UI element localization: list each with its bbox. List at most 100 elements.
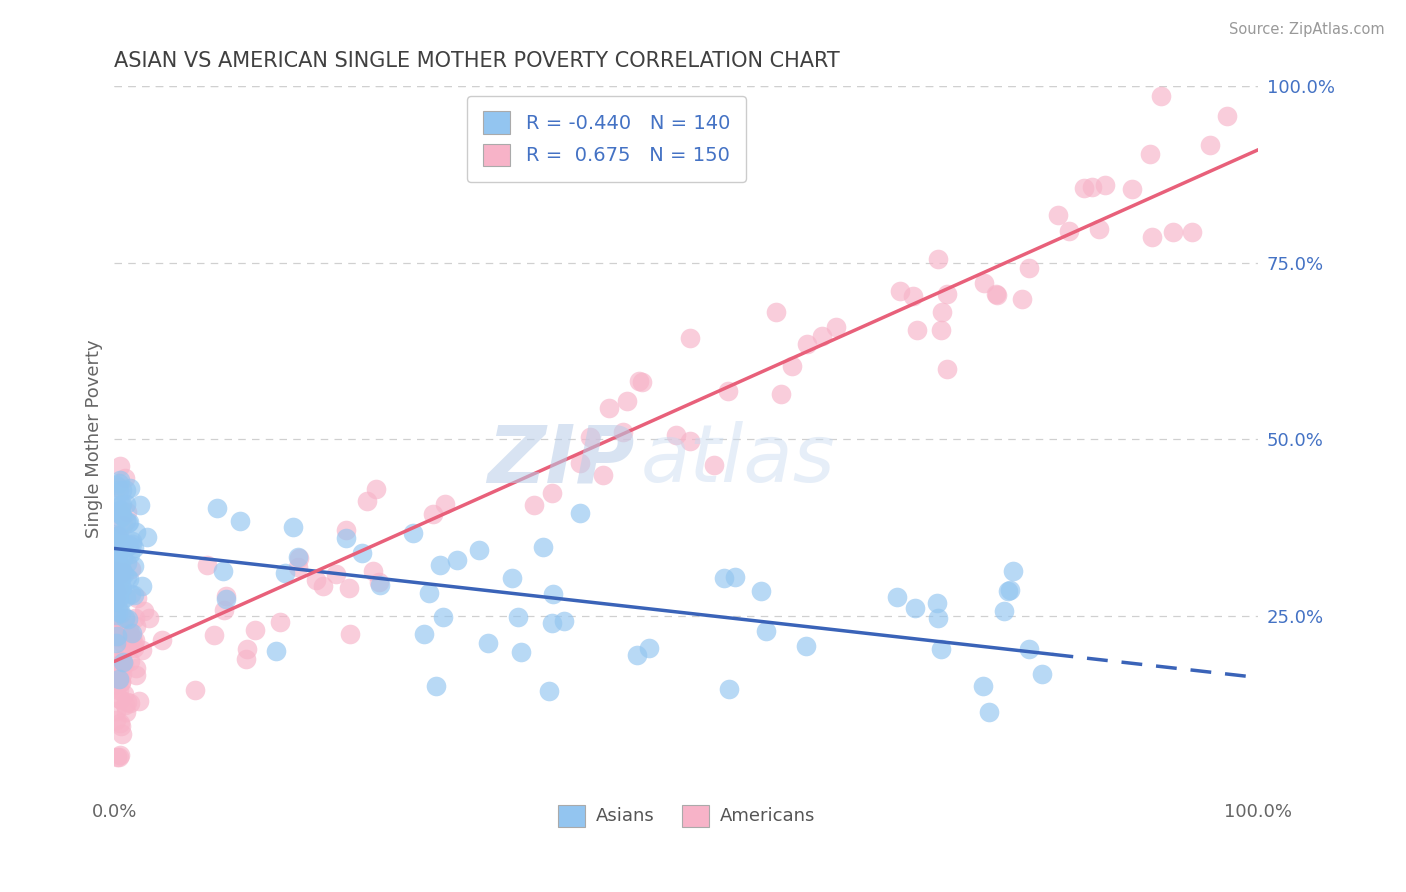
Point xyxy=(124,611,146,625)
Point xyxy=(105,587,128,601)
Point xyxy=(135,530,157,544)
Point xyxy=(131,579,153,593)
Point xyxy=(935,287,957,301)
Point xyxy=(115,570,138,584)
Text: ASIAN VS AMERICAN SINGLE MOTHER POVERTY CORRELATION CHART: ASIAN VS AMERICAN SINGLE MOTHER POVERTY … xyxy=(114,51,841,70)
Point xyxy=(104,638,127,652)
Point xyxy=(110,537,132,551)
Point xyxy=(138,610,160,624)
Point xyxy=(679,331,702,345)
Point xyxy=(125,661,148,675)
Point xyxy=(184,682,207,697)
Point xyxy=(111,497,134,511)
Point xyxy=(121,537,143,551)
Point xyxy=(304,573,326,587)
Point xyxy=(626,648,648,662)
Point xyxy=(104,567,127,582)
Point xyxy=(110,498,132,512)
Point xyxy=(665,428,688,442)
Point xyxy=(112,627,135,641)
Point xyxy=(105,563,128,577)
Point xyxy=(118,538,141,552)
Point xyxy=(107,481,129,495)
Point xyxy=(717,682,740,697)
Point xyxy=(1198,138,1220,153)
Point xyxy=(105,713,128,727)
Point xyxy=(111,509,134,524)
Point xyxy=(110,508,132,522)
Point xyxy=(115,590,138,604)
Point xyxy=(108,597,131,611)
Point xyxy=(1150,89,1173,103)
Point xyxy=(568,506,591,520)
Point xyxy=(108,691,131,706)
Point xyxy=(108,715,131,730)
Point xyxy=(117,539,139,553)
Point xyxy=(108,459,131,474)
Point xyxy=(1011,292,1033,306)
Point xyxy=(274,566,297,580)
Point xyxy=(125,668,148,682)
Point xyxy=(1094,178,1116,192)
Point xyxy=(616,394,638,409)
Point xyxy=(215,592,238,607)
Point xyxy=(105,541,128,555)
Point xyxy=(111,653,134,667)
Point xyxy=(107,653,129,667)
Point xyxy=(205,500,228,515)
Point xyxy=(110,560,132,574)
Point xyxy=(370,577,392,591)
Point xyxy=(368,574,391,589)
Point xyxy=(104,673,127,687)
Point xyxy=(105,629,128,643)
Point xyxy=(115,497,138,511)
Point xyxy=(110,563,132,577)
Point xyxy=(118,635,141,649)
Point xyxy=(115,557,138,571)
Point xyxy=(115,630,138,644)
Point xyxy=(627,374,650,388)
Point xyxy=(111,619,134,633)
Point xyxy=(110,566,132,580)
Point xyxy=(111,726,134,740)
Y-axis label: Single Mother Poverty: Single Mother Poverty xyxy=(86,340,103,539)
Point xyxy=(115,514,138,528)
Point xyxy=(312,579,335,593)
Point xyxy=(755,624,778,639)
Point xyxy=(122,588,145,602)
Point xyxy=(229,514,252,528)
Point xyxy=(114,471,136,485)
Point xyxy=(361,564,384,578)
Point xyxy=(105,674,128,689)
Point xyxy=(531,540,554,554)
Point xyxy=(111,551,134,566)
Point xyxy=(120,587,142,601)
Point xyxy=(107,528,129,542)
Point xyxy=(112,655,135,669)
Point xyxy=(1031,667,1053,681)
Point xyxy=(446,553,468,567)
Point xyxy=(112,687,135,701)
Point xyxy=(112,565,135,579)
Point xyxy=(288,551,311,566)
Point xyxy=(104,592,127,607)
Point xyxy=(1018,261,1040,276)
Point xyxy=(1002,564,1025,578)
Point xyxy=(1018,642,1040,657)
Point xyxy=(612,425,634,439)
Point xyxy=(579,430,602,444)
Point xyxy=(713,571,735,585)
Point xyxy=(936,362,959,376)
Point xyxy=(1073,181,1095,195)
Point xyxy=(120,562,142,576)
Point xyxy=(105,550,128,565)
Point xyxy=(134,603,156,617)
Point xyxy=(335,523,357,537)
Point xyxy=(131,643,153,657)
Point xyxy=(105,532,128,546)
Point xyxy=(108,747,131,762)
Point xyxy=(105,595,128,609)
Point xyxy=(125,591,148,605)
Point xyxy=(107,537,129,551)
Point xyxy=(973,276,995,290)
